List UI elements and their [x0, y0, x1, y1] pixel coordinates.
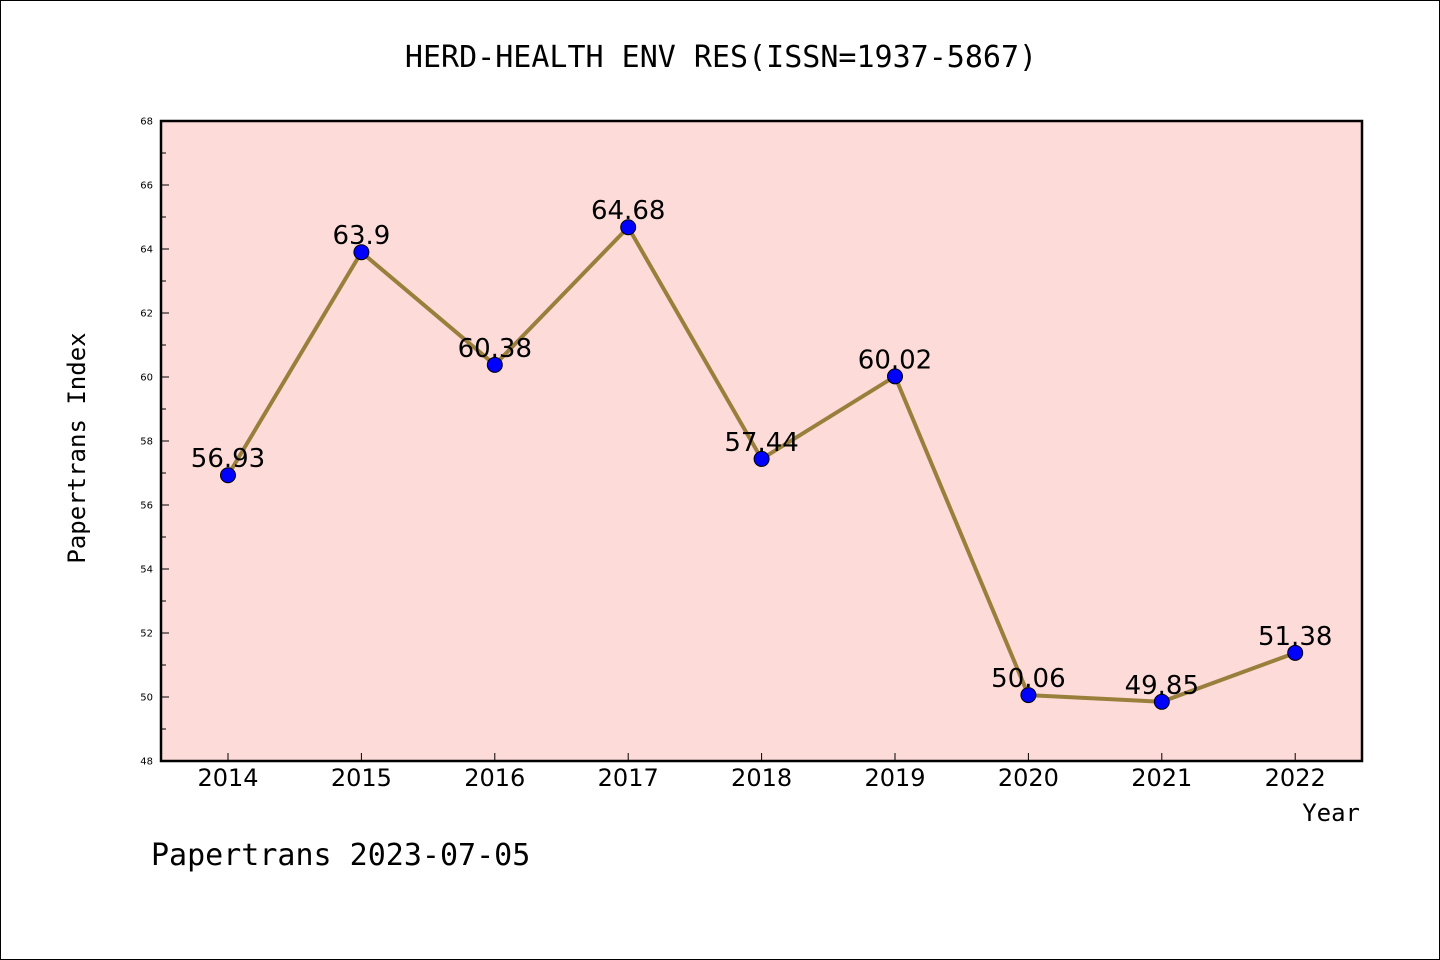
data-labels: 56.93 63.9 60.38 64.68 57.44 60.02 50.06 49.85 5… [191, 196, 1333, 701]
x-tick-label: 2016 [464, 764, 525, 792]
data-point [486, 356, 503, 373]
data-label: 60.02 [858, 345, 932, 375]
x-tick-label: 2015 [331, 764, 392, 792]
y-tick-label: 56 [140, 501, 153, 512]
y-tick-label: 52 [140, 629, 153, 640]
y-tick-label: 60 [140, 373, 153, 384]
plot-area [159, 119, 1364, 763]
data-label: 64.68 [591, 196, 665, 226]
x-tick-label: 2017 [598, 764, 659, 792]
x-tick-label: 2021 [1131, 764, 1192, 792]
x-tick-label: 2019 [864, 764, 925, 792]
data-series [220, 219, 1304, 710]
x-axis: 2014 2015 2016 2017 2018 2019 2020 2021 2022 [197, 753, 1326, 792]
x-tick-label: 2014 [197, 764, 258, 792]
data-label: 63.9 [332, 221, 390, 251]
x-tick-label: 2018 [731, 764, 792, 792]
x-tick-label: 2020 [998, 764, 1059, 792]
data-point [1287, 644, 1304, 661]
data-point [887, 368, 903, 385]
data-point [353, 244, 370, 261]
data-label: 60.38 [458, 334, 532, 364]
footer-date: Papertrans 2023-07-05 [151, 838, 530, 873]
y-tick-label: 58 [140, 437, 153, 448]
x-axis-label: Year [1302, 799, 1360, 827]
y-tick-label: 66 [140, 181, 153, 192]
data-label: 49.85 [1125, 671, 1199, 701]
data-label: 57.44 [724, 428, 798, 458]
data-point [753, 450, 770, 467]
y-tick-label: 50 [140, 693, 153, 704]
data-point [220, 467, 236, 484]
chart-title: HERD-HEALTH ENV RES(ISSN=1937-5867) [405, 40, 1037, 75]
y-tick-label: 64 [140, 245, 153, 256]
y-axis: 48 50 52 54 56 58 60 62 64 66 68 [140, 117, 169, 768]
y-tick-label: 54 [140, 565, 153, 576]
data-point [620, 219, 637, 236]
x-tick-label: 2022 [1265, 764, 1326, 792]
data-label: 50.06 [991, 664, 1065, 694]
y-tick-label: 48 [140, 757, 153, 768]
data-label: 51.38 [1258, 622, 1332, 652]
data-label: 56.93 [191, 444, 265, 474]
data-point [1153, 693, 1170, 710]
data-point [1020, 687, 1037, 704]
y-tick-label: 68 [140, 117, 153, 128]
y-tick-label: 62 [140, 309, 153, 320]
y-axis-label: Papertrans Index [63, 332, 91, 563]
